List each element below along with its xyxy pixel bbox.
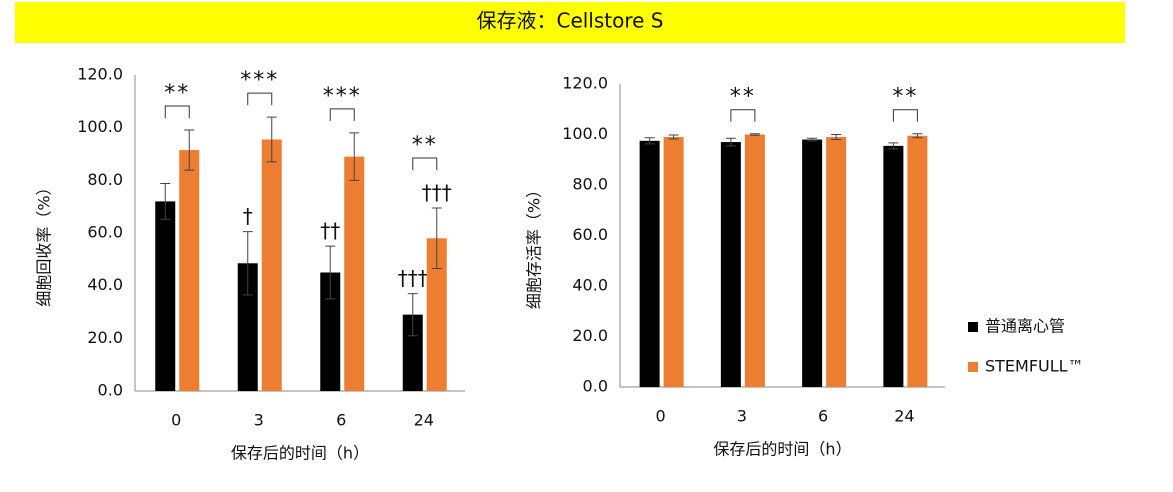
significance-label: **: [892, 85, 918, 110]
y-tick-label: 60.0: [572, 225, 608, 244]
significance-bracket: [247, 92, 273, 106]
significance-label: ***: [323, 84, 362, 109]
error-bar: [807, 137, 818, 142]
bar: [179, 150, 200, 391]
bar: [883, 145, 904, 387]
x-tick-label: 24: [894, 407, 914, 426]
y-axis-title: 细胞存活率（%）: [525, 182, 544, 309]
error-bar: [325, 245, 336, 300]
bar: [907, 135, 928, 387]
bar: [826, 137, 847, 387]
bar: [261, 139, 282, 391]
error-bar: [407, 293, 418, 337]
y-tick-label: 20.0: [87, 328, 123, 347]
error-bar: [242, 231, 253, 296]
error-bar: [725, 137, 736, 147]
bar: [344, 156, 365, 391]
x-tick-label: 0: [171, 411, 181, 430]
bar: [663, 137, 684, 387]
legend-swatch: [968, 362, 978, 372]
y-tick-label: 40.0: [572, 276, 608, 295]
dagger-mark: ††: [320, 219, 340, 243]
y-tick-label: 20.0: [572, 326, 608, 345]
legend-swatch: [968, 322, 978, 332]
page-title: 保存液：Cellstore S: [476, 9, 663, 33]
y-tick-label: 0.0: [98, 381, 123, 400]
bar: [744, 134, 765, 387]
x-tick-label: 0: [656, 407, 666, 426]
error-bar: [349, 132, 360, 181]
y-tick-label: 60.0: [87, 223, 123, 242]
significance-label: **: [164, 81, 190, 106]
title-banner: [15, 2, 1125, 43]
significance-label: **: [730, 85, 756, 110]
y-tick-label: 40.0: [87, 275, 123, 294]
legend-label: STEMFULL™: [985, 357, 1084, 376]
bar: [639, 140, 660, 387]
legend-label: 普通离心管: [985, 317, 1065, 336]
error-bar: [431, 207, 442, 270]
x-axis-title: 保存后的时间（h）: [713, 440, 851, 459]
bar: [155, 201, 176, 391]
bar: [426, 238, 447, 391]
significance-bracket: [329, 108, 355, 121]
error-bar: [749, 133, 760, 136]
x-tick-label: 3: [737, 407, 747, 426]
significance-label: **: [412, 133, 438, 158]
y-tick-label: 120.0: [77, 65, 123, 84]
significance-bracket: [892, 109, 918, 122]
x-tick-label: 6: [818, 407, 828, 426]
x-tick-label: 3: [254, 411, 264, 430]
bar: [320, 272, 341, 391]
error-bar: [888, 142, 899, 150]
y-tick-label: 80.0: [87, 170, 123, 189]
dagger-mark: †††: [398, 266, 428, 290]
y-tick-label: 80.0: [572, 175, 608, 194]
y-tick-label: 120.0: [562, 74, 608, 93]
x-tick-label: 24: [414, 411, 434, 430]
significance-bracket: [164, 105, 190, 119]
y-tick-label: 0.0: [583, 377, 608, 396]
bar: [402, 314, 423, 391]
error-bar: [668, 134, 679, 140]
dagger-mark: †††: [422, 180, 452, 204]
y-axis-title: 细胞回收率（%）: [35, 179, 54, 306]
significance-label: ***: [240, 68, 279, 93]
x-axis-title: 保存后的时间（h）: [231, 444, 369, 463]
significance-bracket: [412, 157, 438, 170]
dagger-mark: †: [243, 204, 253, 228]
bar: [802, 139, 823, 387]
y-tick-label: 100.0: [562, 124, 608, 143]
error-bar: [160, 182, 171, 220]
error-bar: [644, 137, 655, 145]
bar: [720, 142, 741, 387]
error-bar: [831, 134, 842, 141]
y-tick-label: 100.0: [77, 117, 123, 136]
error-bar: [266, 116, 277, 163]
error-bar: [184, 129, 195, 171]
x-tick-label: 6: [336, 411, 346, 430]
error-bar: [912, 133, 923, 139]
significance-bracket: [730, 109, 756, 122]
